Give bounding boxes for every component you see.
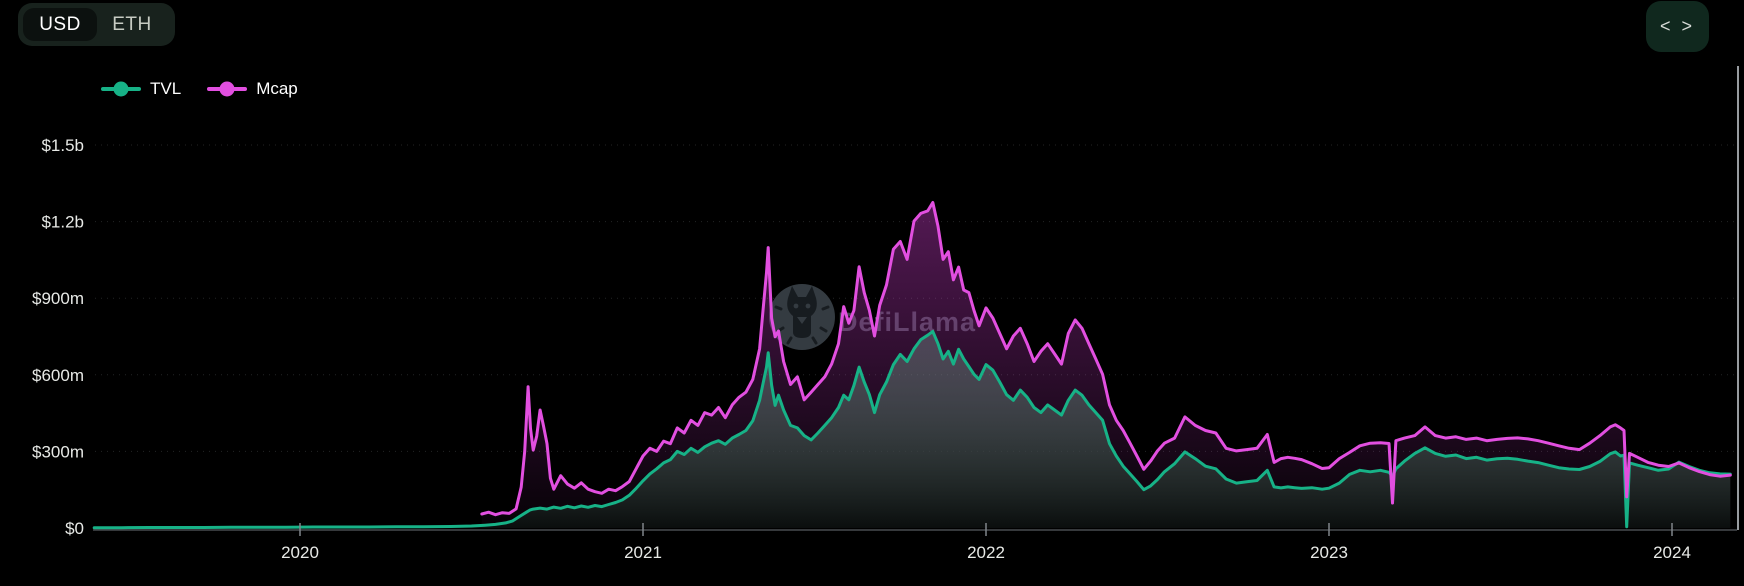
x-tick-label: 2021 xyxy=(624,543,662,562)
legend-item-mcap[interactable]: Mcap xyxy=(207,79,298,99)
y-tick-label: $600m xyxy=(32,366,84,385)
legend-item-tvl[interactable]: TVL xyxy=(101,79,181,99)
tvl-line xyxy=(92,329,1732,530)
mcap-legend-marker-icon xyxy=(207,81,248,97)
embed-code-button[interactable]: < > xyxy=(1646,1,1709,52)
y-tick-label: $0 xyxy=(65,519,84,538)
y-tick-label: $1.5b xyxy=(41,136,84,155)
legend-label-mcap: Mcap xyxy=(256,79,298,98)
legend-label-tvl: TVL xyxy=(150,79,182,98)
currency-option-eth[interactable]: ETH xyxy=(112,13,152,35)
tvl-legend-marker-icon xyxy=(101,81,141,97)
y-tick-label: $1.2b xyxy=(41,213,84,232)
tvl-area-fill xyxy=(94,331,1731,528)
y-tick-label: $300m xyxy=(32,442,84,461)
x-tick-label: 2023 xyxy=(1310,543,1348,562)
currency-option-usd[interactable]: USD xyxy=(23,8,97,41)
chart-legend: TVL Mcap xyxy=(101,79,298,99)
y-tick-label: $900m xyxy=(32,289,84,308)
currency-toggle[interactable]: USD ETH xyxy=(18,3,175,46)
x-tick-label: 2022 xyxy=(967,543,1005,562)
x-tick-label: 2024 xyxy=(1653,543,1691,562)
mcap-line xyxy=(480,201,1732,517)
x-axis: 2020 2021 2022 2023 2024 xyxy=(93,523,1737,562)
x-tick-label: 2020 xyxy=(281,543,319,562)
defillama-llama-logo-icon xyxy=(769,284,835,350)
y-axis-labels: $0 $300m $600m $900m $1.2b $1.5b xyxy=(32,136,84,538)
code-brackets-icon: < > xyxy=(1659,16,1696,36)
